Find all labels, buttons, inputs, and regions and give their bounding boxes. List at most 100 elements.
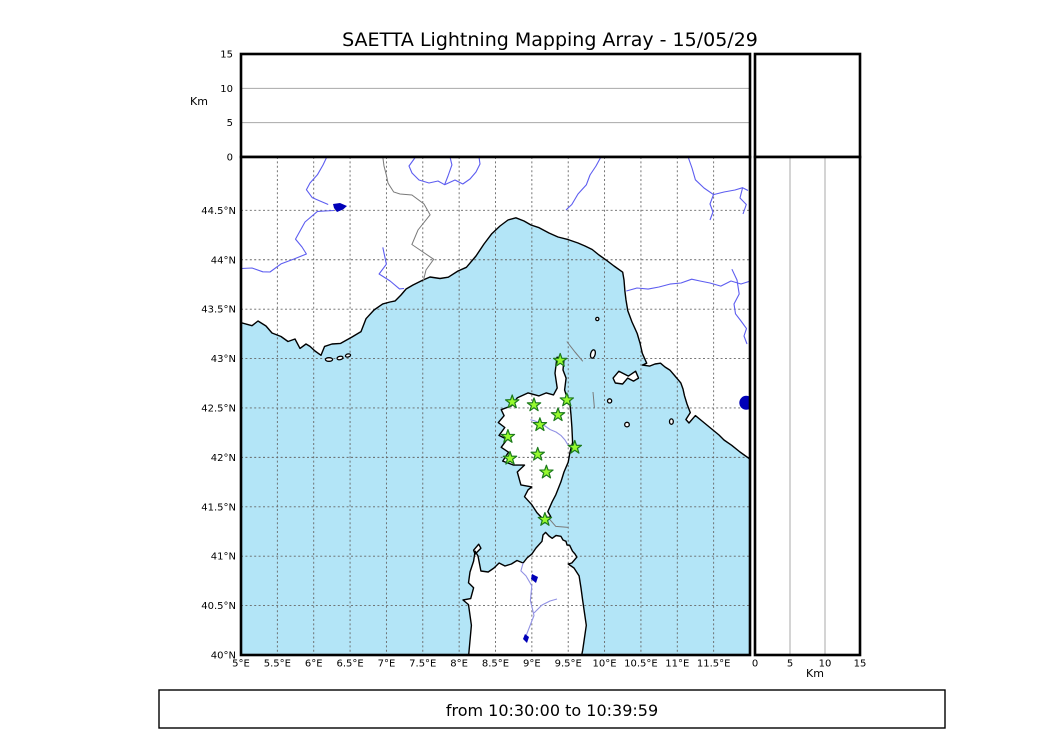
rivers-layer: [241, 157, 750, 637]
station-markers-layer: [500, 352, 583, 526]
river-tanaro-branch: [444, 157, 453, 185]
island-montecristo: [624, 421, 630, 428]
station-star-icon: [567, 439, 583, 454]
island-port-cros: [336, 355, 344, 361]
longitude-tick-label: 6.5°E: [336, 659, 363, 670]
station-star-icon: [559, 392, 575, 407]
river-durance-lower: [241, 209, 335, 273]
right-panel-gridlines: [789, 157, 826, 655]
top-panel-background: [241, 54, 750, 157]
right-altitude-tick-labels: 0 5 10 15: [752, 659, 867, 670]
island-capraia: [589, 349, 597, 359]
longitude-tick-label: 8°E: [450, 659, 468, 670]
longitude-tick-label: 8.5°E: [482, 659, 509, 670]
longitude-tick-label: 5.5°E: [264, 659, 291, 670]
latitude-tick-label: 42°N: [211, 453, 236, 464]
lake-bolsena: [739, 395, 750, 410]
station-star-icon: [526, 397, 542, 412]
latitude-tick-label: 41°N: [211, 552, 236, 563]
longitude-tick-label: 11.5°E: [697, 659, 731, 670]
lake-serre-poncon: [333, 203, 347, 212]
lake-coghinas: [531, 574, 538, 583]
river-tavignano: [530, 419, 574, 448]
island-levant: [344, 353, 352, 358]
latitude-tick-label: 41.5°N: [201, 502, 236, 513]
time-range-frame: [158, 689, 946, 729]
river-reno-branch: [709, 194, 715, 221]
longitude-tick-label: 9°E: [523, 659, 541, 670]
station-star-icon: [500, 429, 516, 443]
river-panaro-branch: [739, 187, 747, 215]
longitude-tick-label: 10.5°E: [624, 659, 658, 670]
top-altitude-axis-label: Km: [190, 95, 208, 108]
altitude-tick-label: 5: [227, 118, 233, 129]
top-altitude-tick-labels: 0 5 10 15: [220, 50, 233, 164]
map-graticule: [241, 157, 750, 655]
right-panel-frame: [753, 155, 862, 657]
time-range-box: from 10:30:00 to 10:39:59: [158, 689, 946, 729]
corner-panel-frame: [753, 52, 862, 159]
station-star-icon: [502, 450, 518, 465]
river-arno: [626, 278, 750, 292]
latitude-tick-labels: 44.5°N 44°N 43.5°N 43°N 42.5°N 42°N 41.5°N 41°N…: [201, 206, 236, 662]
top-panel-gridlines: [241, 87, 750, 124]
station-star-icon: [539, 464, 554, 479]
map-panel[interactable]: [239, 155, 753, 657]
longitude-tick-label: 7°E: [378, 659, 396, 670]
maritime-boundary-2: [592, 391, 595, 408]
time-range-text: from 10:30:00 to 10:39:59: [446, 701, 658, 720]
altitude-tick-label: 15: [220, 50, 233, 61]
river-durance-upper: [305, 157, 329, 206]
altitude-tick-label: 0: [227, 153, 233, 164]
altitude-tick-label: 15: [854, 659, 867, 670]
lakes-layer: [333, 203, 750, 643]
island-gorgona: [595, 316, 600, 322]
station-star-icon: [532, 417, 548, 432]
station-star-icon: [550, 407, 566, 422]
altitude-tick-label: 10: [220, 84, 233, 95]
lake-omodeo: [523, 634, 529, 643]
longitude-tick-label: 6°E: [305, 659, 323, 670]
island-pianosa: [606, 398, 613, 404]
borders-layer: [382, 157, 595, 528]
altitude-tick-label: 5: [787, 659, 793, 670]
altitude-tick-label: 0: [752, 659, 758, 670]
altitude-tick-label: 10: [819, 659, 832, 670]
longitude-tick-label: 7.5°E: [409, 659, 436, 670]
river-tiber-upper: [731, 268, 748, 345]
latitude-tick-label: 43°N: [211, 354, 236, 365]
river-tirso: [520, 562, 535, 637]
longitude-tick-label: 11°E: [665, 659, 689, 670]
latitude-tick-label: 43.5°N: [201, 305, 236, 316]
corner-panel: [753, 52, 862, 159]
station-star-icon: [537, 511, 553, 526]
border-france-italy: [382, 157, 435, 281]
latitude-tick-label: 44°N: [211, 255, 236, 266]
longitude-tick-label: 9.5°E: [555, 659, 582, 670]
right-altitude-axis-label: Km: [806, 667, 824, 680]
right-panel-background: [755, 157, 860, 655]
river-var: [378, 247, 405, 290]
station-star-icon: [530, 446, 545, 461]
island-giglio: [668, 418, 674, 425]
longitude-tick-label: 5°E: [232, 659, 250, 670]
latitude-tick-label: 40°N: [211, 651, 236, 662]
right-altitude-panel: [753, 155, 862, 657]
small-islands: [324, 316, 674, 428]
island-porquerolles: [324, 357, 334, 362]
longitude-tick-label: 10°E: [593, 659, 617, 670]
river-trebbia: [565, 157, 602, 211]
river-tirso-branch: [533, 598, 558, 614]
map-frame: [239, 155, 752, 657]
page-title: SAETTA Lightning Mapping Array - 15/05/2…: [342, 29, 758, 51]
longitude-tick-labels: 5°E 5.5°E 6°E 6.5°E 7°E 7.5°E 8°E 8.5°E 9°E 9.5°E…: [232, 659, 730, 670]
maritime-boundary-1: [566, 341, 584, 362]
latitude-tick-label: 44.5°N: [201, 206, 236, 217]
station-star-icon: [552, 352, 568, 367]
station-star-icon: [504, 394, 520, 409]
top-altitude-panel: [239, 52, 752, 159]
latitude-tick-label: 40.5°N: [201, 601, 236, 612]
latitude-tick-label: 42.5°N: [201, 403, 236, 414]
